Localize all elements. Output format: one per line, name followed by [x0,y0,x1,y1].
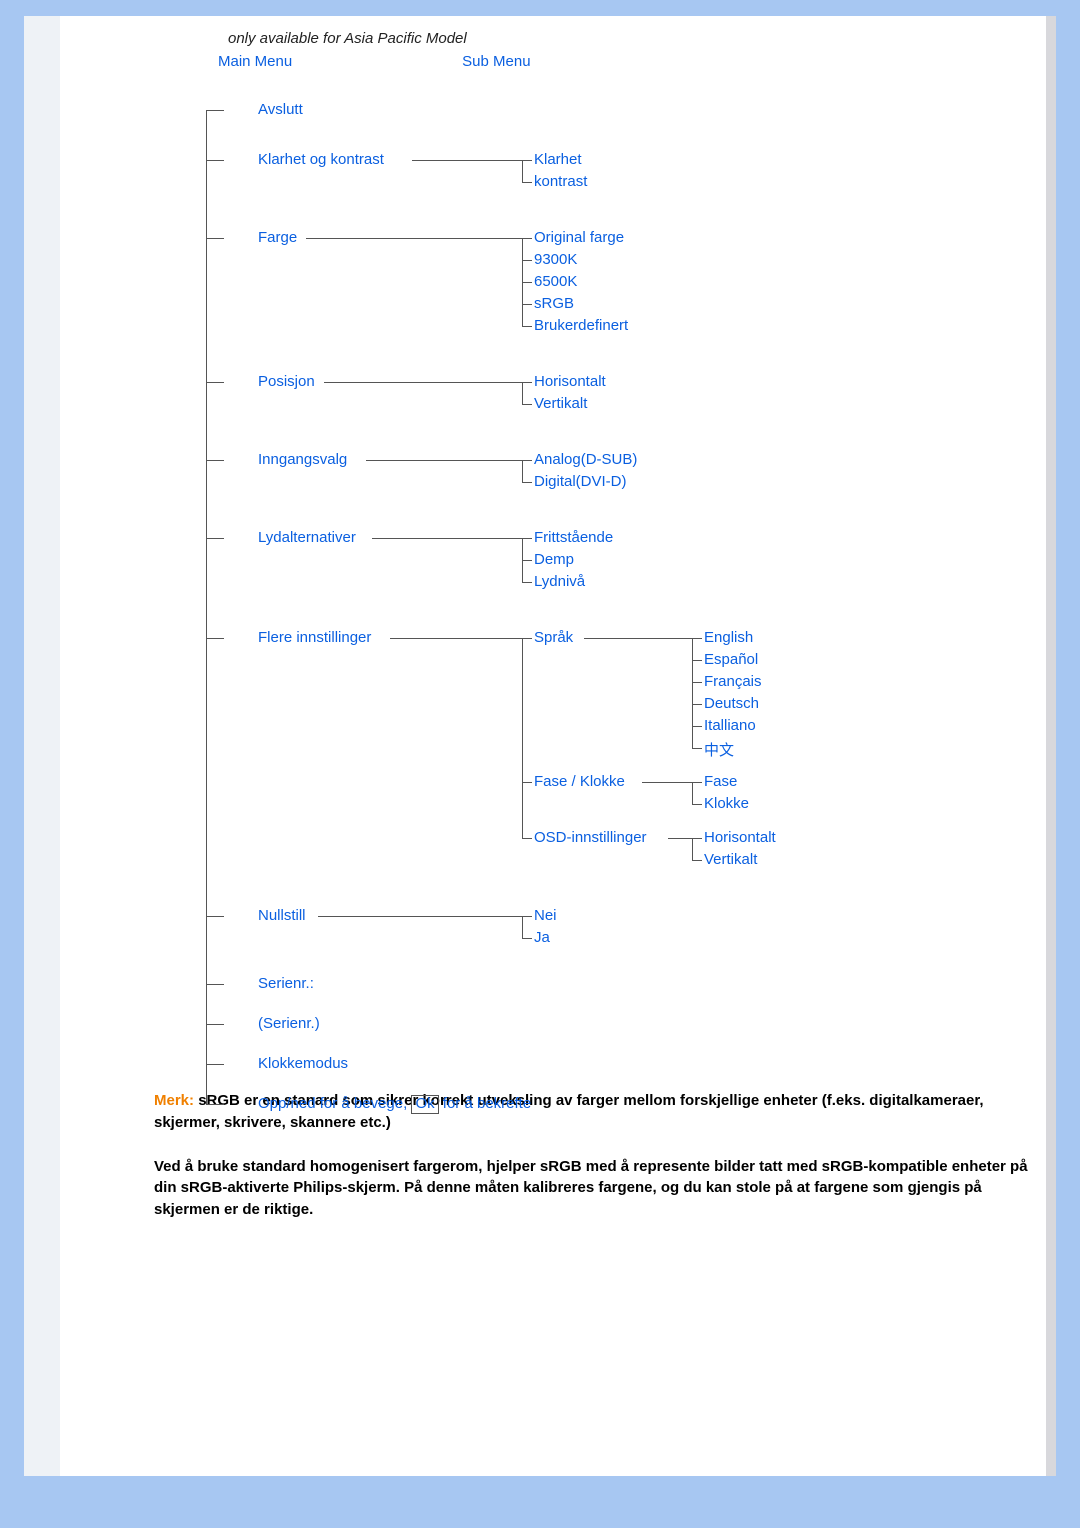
subsub-item: Français [704,673,762,690]
sub-sprak: Språk [534,629,573,646]
main-inngang: Inngangsvalg [258,451,347,468]
merk-label: Merk: [154,1092,194,1109]
main-farge: Farge [258,229,297,246]
sub-item: Ja [534,929,550,946]
main-nav-hint: Opp/ned for å bevege, Ok for å bekrefte [258,1095,531,1114]
subsub-item: Horisontalt [704,829,776,846]
sub-osd: OSD-innstillinger [534,829,647,846]
sub-item: 9300K [534,251,577,268]
sub-item: Digital(DVI-D) [534,473,627,490]
subsub-item: Klokke [704,795,749,812]
merk-p2: Ved å bruke standard homogenisert farger… [154,1158,1028,1219]
sub-item: Klarhet [534,151,582,168]
subsub-item: Deutsch [704,695,759,712]
main-serienr2: (Serienr.) [258,1015,320,1032]
main-serienr1: Serienr.: [258,975,314,992]
subsub-item: Fase [704,773,737,790]
subsub-item: 中文 [704,739,734,760]
sub-item: Analog(D-SUB) [534,451,637,468]
header-sub-menu: Sub Menu [462,53,530,70]
left-stripe [24,16,60,1476]
main-klokkemodus: Klokkemodus [258,1055,348,1072]
main-nullstill: Nullstill [258,907,306,924]
sub-item: 6500K [534,273,577,290]
main-posisjon: Posisjon [258,373,315,390]
main-klarhet: Klarhet og kontrast [258,151,384,168]
main-lyd: Lydalternativer [258,529,356,546]
header-main-menu: Main Menu [218,53,458,70]
subsub-item: English [704,629,753,646]
sub-item: kontrast [534,173,587,190]
main-flere: Flere innstillinger [258,629,371,646]
sub-item: sRGB [534,295,574,312]
sub-fase: Fase / Klokke [534,773,625,790]
subsub-item: Vertikalt [704,851,757,868]
document-page: only available for Asia Pacific Model Ma… [24,16,1056,1476]
main-avslutt: Avslutt [258,101,303,118]
subsub-item: Español [704,651,758,668]
subsub-item: Italliano [704,717,756,734]
column-headers: Main Menu Sub Menu [154,53,1028,80]
sub-item: Frittstående [534,529,613,546]
sub-item: Lydnivå [534,573,585,590]
sub-item: Horisontalt [534,373,606,390]
ok-box: Ok [411,1095,438,1114]
sub-item: Original farge [534,229,624,246]
sub-item: Demp [534,551,574,568]
note-asia-pacific: only available for Asia Pacific Model [228,30,1028,47]
sub-item: Nei [534,907,557,924]
sub-item: Vertikalt [534,395,587,412]
sub-item: Brukerdefinert [534,317,628,334]
